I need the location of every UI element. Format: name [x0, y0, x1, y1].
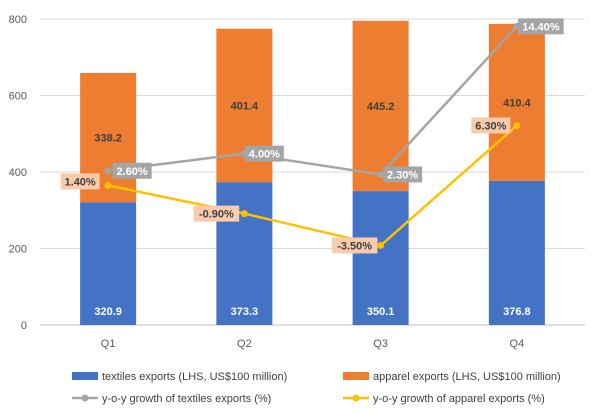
line-value-label: 2.30%: [387, 169, 418, 181]
y-tick-label: 600: [9, 91, 27, 103]
line-point: [377, 170, 385, 178]
line-value-label: 6.30%: [475, 120, 506, 132]
legend-label: y-o-y growth of textiles exports (%): [102, 393, 271, 405]
bar-value-label: 338.2: [94, 133, 122, 145]
line-point: [104, 167, 112, 175]
line-textiles-growth: [107, 25, 518, 176]
line-apparel-growth: [107, 124, 518, 247]
bar-apparel: [352, 20, 409, 192]
bar-apparel: [488, 23, 545, 181]
y-tick-label: 800: [9, 14, 27, 26]
line-value-label: -0.90%: [199, 209, 234, 221]
legend-layer: textiles exports (LHS, US$100 million) ap…: [72, 371, 561, 405]
line-label-box: [331, 237, 378, 254]
line-value-label: 14.40%: [522, 21, 560, 33]
x-tick-label: Q2: [237, 338, 252, 350]
y-tick-label: 200: [9, 244, 27, 256]
bar-textiles: [352, 191, 409, 325]
line-label-box: [383, 166, 423, 183]
bar-value-label: 376.8: [503, 306, 531, 318]
x-tick-label: Q1: [101, 338, 116, 350]
bar-value-label: 445.2: [367, 101, 395, 113]
bar-value-label: 373.3: [231, 306, 259, 318]
bar-value-label: 350.1: [367, 306, 395, 318]
x-tick-label: Q3: [373, 338, 388, 350]
line-layer: [104, 22, 521, 249]
bar-value-label: 320.9: [94, 306, 122, 318]
bar-textiles: [216, 182, 273, 325]
axis-layer: 0 200 400 600 800 Q1 Q2 Q3 Q4: [9, 14, 525, 350]
line-label-box: [471, 117, 511, 134]
line-label-box: [518, 18, 564, 35]
legend-marker: [352, 394, 360, 402]
line-label-box: [60, 173, 100, 190]
bar-textiles: [488, 180, 545, 325]
legend-label: y-o-y growth of apparel exports (%): [373, 393, 545, 405]
x-tick-label: Q4: [510, 338, 525, 350]
line-value-label: 4.00%: [249, 149, 280, 161]
line-value-label: 1.40%: [65, 176, 96, 188]
line-label-box: [112, 162, 152, 179]
legend-swatch: [343, 372, 369, 380]
line-label-box: [193, 205, 240, 222]
line-value-label: -3.50%: [337, 240, 372, 252]
bar-value-label: 410.4: [503, 97, 531, 109]
line-point: [240, 210, 248, 218]
line-point: [513, 121, 521, 129]
line-point: [377, 241, 385, 249]
y-tick-label: 400: [9, 167, 27, 179]
legend-label: textiles exports (LHS, US$100 million): [102, 371, 287, 383]
legend-swatch: [72, 372, 98, 380]
label-layer: 320.9 373.3 350.1 376.8 338.2 401.4 445.2 410.4…: [60, 18, 564, 318]
line-label-box: [244, 145, 284, 162]
legend-label: apparel exports (LHS, US$100 million): [373, 371, 561, 383]
line-point: [104, 181, 112, 189]
bar-value-label: 401.4: [231, 100, 259, 112]
bar-textiles: [80, 202, 137, 325]
y-tick-label: 0: [21, 320, 27, 332]
line-value-label: 2.60%: [117, 166, 148, 178]
legend-marker: [81, 394, 89, 402]
